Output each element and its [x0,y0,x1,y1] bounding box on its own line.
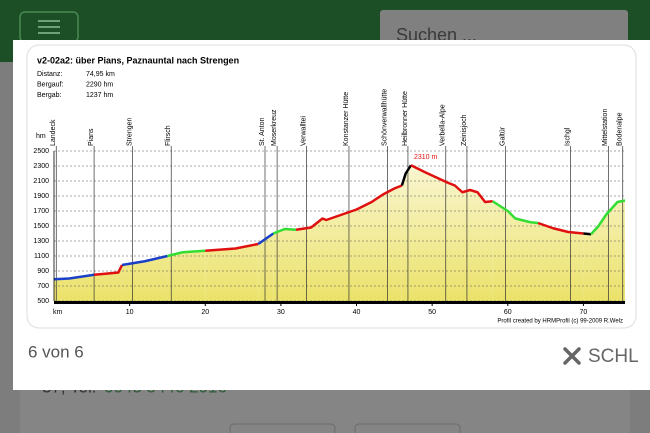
info-value: 1237 hm [86,92,113,99]
elevation-chart: v2-02a2: über Pians, Paznauntal nach Str… [33,55,626,325]
waypoint-label: Verbella-Alpe [440,104,447,146]
profile-line [257,232,275,246]
profile-line [272,227,297,235]
y-tick-label: 700 [37,283,49,290]
search-placeholder: Suchen ... [396,25,477,45]
area [122,256,168,301]
profile-line [121,254,168,267]
profile-line [295,184,403,231]
x-tick-label: 20 [201,309,209,316]
close-icon [563,347,581,365]
menu-icon [38,20,60,34]
info-value: 74,95 km [86,71,115,78]
waypoint-label: Ischgl [564,127,571,146]
area [583,233,591,301]
area [54,274,95,301]
profile-line [583,232,592,236]
close-label: SCHL [588,346,639,367]
info-value: 2290 hm [86,81,113,88]
waypoint-label: Strengen [126,117,133,146]
area [205,244,259,301]
image-counter: 6 von 6 [28,342,84,361]
x-tick-label: 30 [277,309,285,316]
waypoint-label: Galtür [499,126,506,146]
y-tick-label: 1900 [33,193,49,200]
button-outline[interactable] [229,423,336,433]
profile-line [167,249,206,258]
y-tick-label: 900 [37,268,49,275]
x-axis-label: km [53,309,63,316]
waypoint-label: Pians [88,128,95,146]
chart-title: v2-02a2: über Pians, Paznauntal nach Str… [37,55,239,65]
area [258,233,274,301]
x-tick-label: 10 [126,309,134,316]
waypoint-label: Schönverwallhütte [381,89,388,146]
waypoint-label: St. Anton [259,117,266,146]
waypoint-label: Moserkreuz [271,109,278,146]
profile-line [400,164,413,186]
x-tick-label: 40 [353,309,361,316]
profile-line [410,164,493,204]
button-outline[interactable] [354,423,461,433]
profile-line [53,273,95,281]
area [167,250,206,301]
area [401,165,411,301]
waypoint-label: Landeck [50,119,57,146]
y-tick-label: 1300 [33,238,49,245]
peak-label: 2310 m [414,154,438,161]
waypoint-label: Heilbronner Hütte [402,91,409,146]
info-label: Bergauf: [37,81,64,88]
profile-line [590,199,626,236]
area [410,165,493,301]
y-tick-label: 2100 [33,178,49,185]
waypoint-label: Flirsch [165,125,172,146]
profile-line [537,221,584,235]
y-axis-label: hm [36,133,46,140]
waypoint-label: Mittelstation [602,109,609,146]
profile-line [205,242,259,252]
waypoint-label: Bodenalpe [617,112,624,146]
info-label: Bergab: [37,92,62,99]
x-tick-label: 60 [504,309,512,316]
profile-line [93,264,124,276]
waypoint-label: Zeinisjoch [461,114,468,146]
area [538,223,584,301]
y-tick-label: 1700 [33,208,49,215]
y-tick-label: 1100 [34,253,49,260]
y-tick-label: 1500 [33,223,49,230]
x-tick-label: 50 [428,309,436,316]
waypoint-label: Konstanzer Hütte [343,92,350,146]
area [273,229,297,301]
y-tick-label: 500 [37,298,49,305]
y-tick-label: 2300 [33,163,49,170]
x-tick-label: 70 [580,309,588,316]
info-label: Distanz: [37,71,62,78]
close-button[interactable]: SCHL [563,346,639,367]
profile-line [491,200,539,225]
waypoint-label: Verwalltei [300,116,307,146]
credit: Profil created by HRMProfil (c) 99-2009 … [497,319,623,325]
y-tick-label: 2500 [33,148,49,155]
